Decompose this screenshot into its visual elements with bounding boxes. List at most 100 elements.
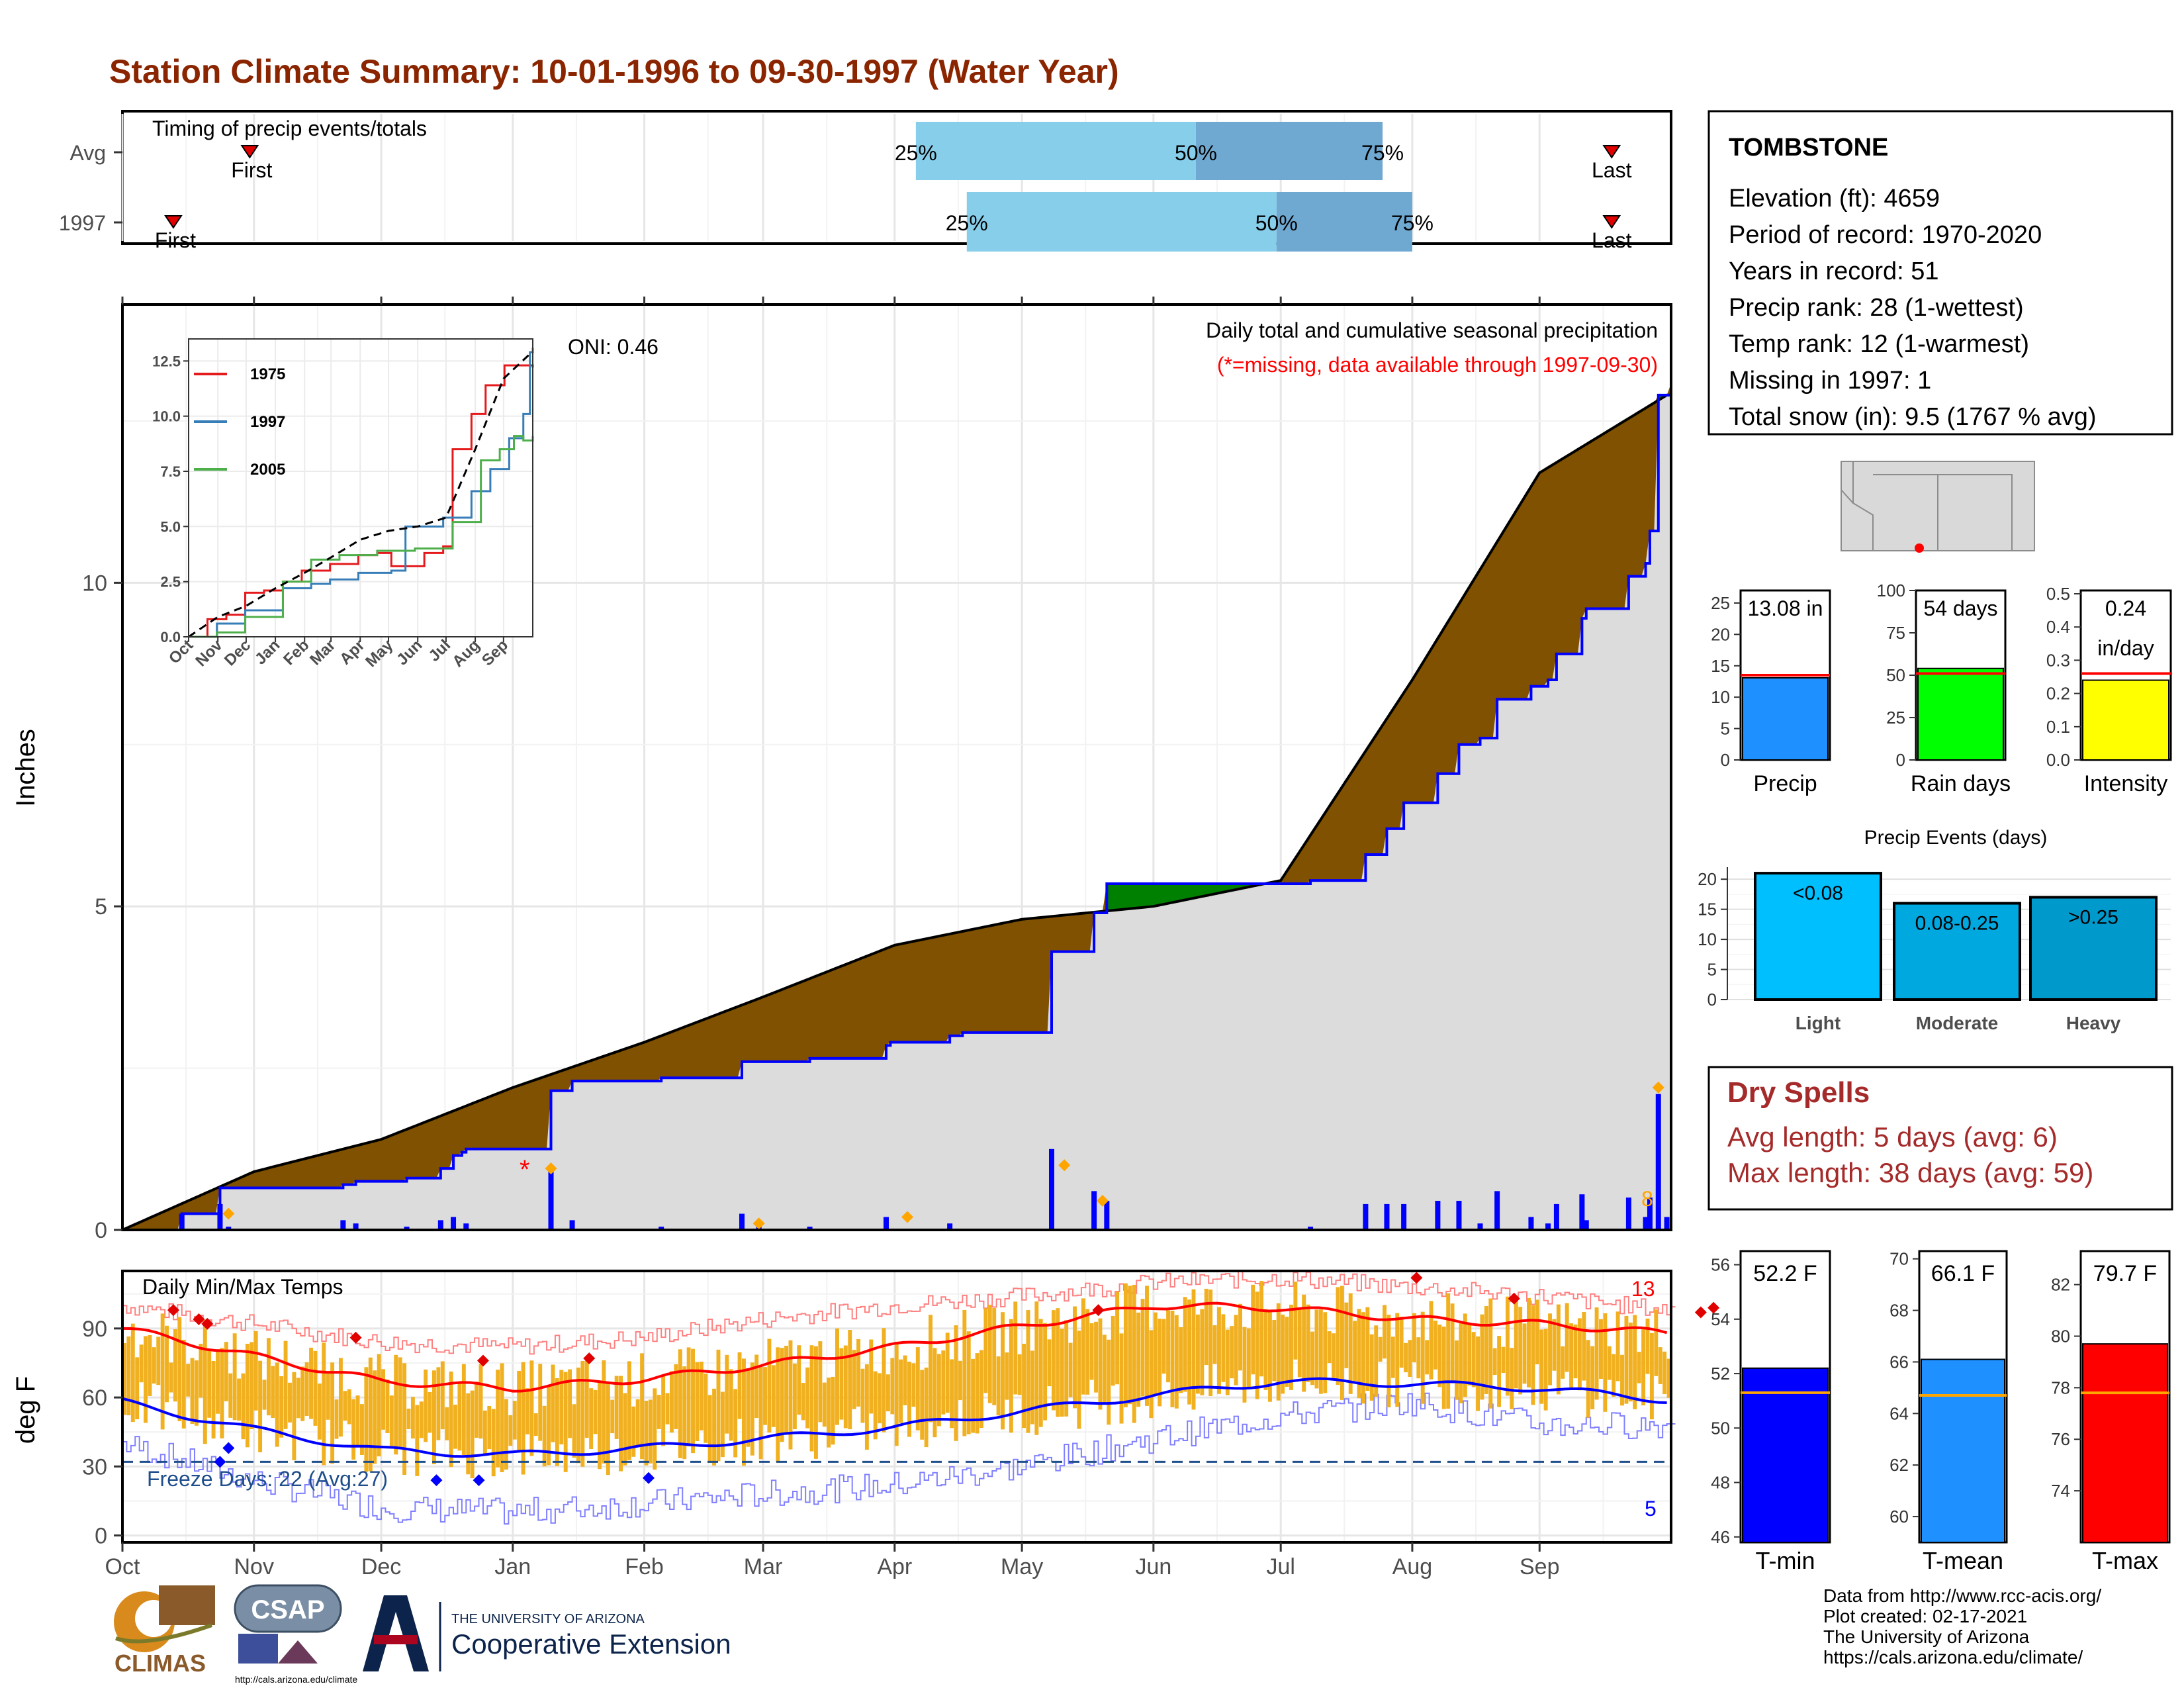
temps-daily-bar	[1344, 1302, 1349, 1368]
temps-daily-bar	[445, 1407, 449, 1440]
temps-daily-bar	[1425, 1340, 1430, 1375]
precip-daily-bar	[451, 1217, 457, 1230]
temps-daily-bar	[589, 1388, 594, 1450]
temps-daily-bar	[966, 1331, 971, 1434]
temps-daily-bar	[1620, 1354, 1624, 1406]
temps-daily-bar	[606, 1382, 610, 1476]
temps-daily-bar	[1552, 1319, 1557, 1371]
temps-record-high-marker	[477, 1354, 489, 1367]
precip-daily-bar	[569, 1220, 575, 1230]
summary-bar-tick-label: 0.5	[2046, 584, 2070, 604]
precip-y-tick-label: 0	[95, 1218, 107, 1243]
precip-daily-bars	[179, 1081, 1670, 1230]
temps-daily-bar	[1569, 1323, 1574, 1390]
summary-bar-tick-label: 20	[1711, 624, 1730, 644]
temps-daily-bar	[199, 1343, 203, 1398]
temps-daily-bar	[1505, 1296, 1510, 1396]
temps-daily-bar	[338, 1358, 343, 1437]
precip-daily-bar	[1494, 1191, 1500, 1230]
temps-daily-bar	[424, 1369, 428, 1442]
csap-cloud	[234, 1584, 342, 1633]
summary-bar-tick-label: 0.4	[2046, 617, 2070, 637]
temps-daily-bar	[1136, 1312, 1141, 1407]
temps-daily-bar	[1263, 1309, 1268, 1390]
temps-daily-bar	[801, 1383, 805, 1421]
precip-daily-bar	[340, 1220, 346, 1230]
temps-daily-bar	[1310, 1331, 1314, 1385]
temps-daily-bar	[211, 1360, 216, 1439]
temp-bar-tick-label: 80	[2051, 1326, 2070, 1346]
timing-row-label-avg: Avg	[69, 141, 106, 165]
temps-daily-bar	[640, 1353, 645, 1460]
temps-daily-bar	[220, 1348, 224, 1438]
temps-daily-bar	[1429, 1301, 1433, 1380]
temps-daily-bar	[1654, 1309, 1659, 1376]
temps-daily-bar	[860, 1368, 865, 1423]
temps-daily-bar	[440, 1361, 445, 1430]
temps-daily-bar	[792, 1363, 797, 1430]
temps-daily-bar	[130, 1323, 135, 1423]
temps-daily-bar	[1412, 1313, 1416, 1362]
temps-daily-bar	[674, 1364, 678, 1429]
map-state-border	[1852, 461, 1874, 551]
temps-daily-bar	[784, 1345, 789, 1435]
temps-daily-bar	[878, 1373, 882, 1424]
temps-daily-bar	[1102, 1335, 1107, 1405]
temps-daily-bar	[1361, 1312, 1365, 1404]
temps-daily-bar	[1026, 1310, 1030, 1433]
cumulative-inset-chart: 0.02.55.07.510.012.5OctNovDecJanFebMarAp…	[152, 338, 534, 671]
temps-daily-bar	[360, 1404, 364, 1456]
temps-daily-bar	[496, 1370, 500, 1468]
temps-daily-bar	[1332, 1333, 1336, 1378]
temps-daily-bar	[351, 1399, 356, 1460]
temps-daily-bar	[1259, 1281, 1264, 1377]
temps-daily-bar	[1267, 1312, 1272, 1402]
events-bar	[1893, 902, 2021, 1001]
temps-daily-bar	[1658, 1347, 1662, 1384]
temps-daily-bar	[521, 1362, 525, 1475]
temps-daily-bar	[958, 1360, 962, 1401]
temps-daily-bar	[631, 1406, 636, 1457]
timing-q25-label: 25%	[895, 141, 937, 165]
temps-daily-bar	[253, 1331, 258, 1411]
temps-daily-bar	[1230, 1326, 1234, 1379]
temps-daily-bar	[979, 1350, 983, 1429]
inset-y-tick-label: 0.0	[160, 629, 181, 645]
temp-bar-tick-label: 68	[1889, 1301, 1909, 1321]
temps-record-low-marker	[430, 1474, 443, 1487]
temps-daily-bar	[279, 1376, 284, 1438]
precip-y-axis: 0 5 10	[82, 297, 1541, 1243]
station-detail-line: Temp rank: 12 (1-warmest)	[1729, 330, 2029, 358]
temps-daily-bar	[177, 1317, 182, 1422]
temps-daily-bar	[665, 1393, 670, 1425]
precip-daily-bar	[548, 1172, 554, 1230]
temps-daily-bar	[160, 1313, 165, 1430]
credit-line-1: Data from http://www.rcc-acis.org/	[1823, 1585, 2101, 1606]
month-tick-label: Jan	[494, 1554, 531, 1579]
precip-daily-bar	[1456, 1201, 1462, 1230]
temps-daily-bar	[232, 1333, 237, 1421]
temps-daily-bar	[1594, 1307, 1599, 1400]
precip-events-chart: Precip Events (days) <0.08 Light 0.08-0.25 M…	[1698, 827, 2171, 1033]
temps-daily-bar	[1077, 1331, 1081, 1429]
temps-daily-bar	[580, 1361, 585, 1467]
temps-daily-bar	[300, 1366, 305, 1421]
temps-daily-bar	[873, 1371, 878, 1440]
inset-y-tick-label: 2.5	[160, 574, 181, 590]
station-details: Elevation (ft): 4659 Period of record: 19…	[1729, 185, 2097, 431]
temps-daily-bar	[461, 1364, 466, 1455]
month-tick-label: May	[1001, 1554, 1043, 1579]
month-tick-label: Sep	[1520, 1554, 1560, 1579]
temps-daily-bar	[364, 1367, 369, 1472]
temps-daily-bar	[406, 1408, 411, 1429]
temps-daily-bar	[992, 1308, 997, 1405]
temps-daily-bar	[670, 1371, 674, 1433]
temps-daily-bar	[1514, 1297, 1518, 1389]
precip-daily-bar	[179, 1213, 185, 1230]
temps-record-high-marker	[167, 1304, 179, 1317]
temps-daily-bar	[309, 1347, 313, 1419]
temps-daily-bar	[517, 1370, 522, 1452]
temps-daily-bar	[1123, 1283, 1128, 1407]
summary-bar-fill	[1742, 677, 1829, 761]
timing-bars: 25% 50% 75% First Last 25% 50% 75% First Last	[114, 122, 1632, 252]
